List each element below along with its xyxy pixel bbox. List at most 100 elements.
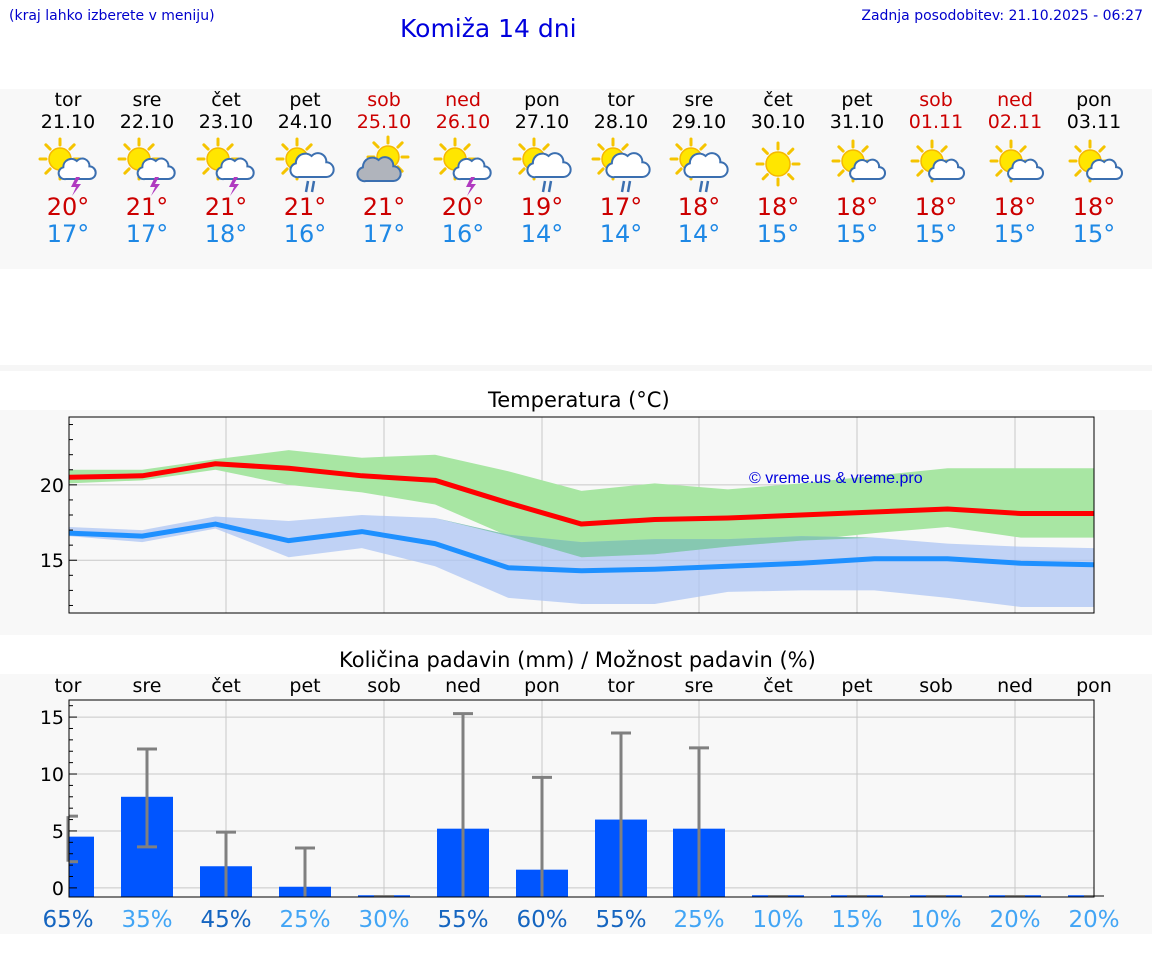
forecast-day: čet 30.10 18° 15° xyxy=(739,89,817,248)
rain-bar xyxy=(69,836,94,897)
temp-max: 18° xyxy=(677,193,721,221)
probability-label: 55% xyxy=(437,907,488,933)
y-tick-label: 5 xyxy=(52,821,64,843)
day-date: 02.11 xyxy=(987,111,1043,133)
precipitation-chart: tor sre čet pet sob ned pon tor sre čet pet sob ned p… xyxy=(40,675,1120,933)
day-name: sre xyxy=(684,89,714,111)
temp-max: 18° xyxy=(835,193,879,221)
temp-min: 17° xyxy=(125,220,169,248)
plot-area xyxy=(69,700,1094,897)
day-date: 25.10 xyxy=(356,111,412,133)
day-name: sob xyxy=(919,89,953,111)
day-date: 26.10 xyxy=(435,111,491,133)
overlap-band xyxy=(69,515,1094,558)
day-name: čet xyxy=(211,89,241,111)
temp-max: 19° xyxy=(520,193,564,221)
probability-label: 55% xyxy=(595,907,646,933)
probability-label: 10% xyxy=(910,907,961,933)
probability-label: 25% xyxy=(673,907,724,933)
temp-min: 17° xyxy=(46,220,90,248)
temp-min: 17° xyxy=(362,220,406,248)
sun-cloud-rain-icon xyxy=(669,137,729,193)
forecast-day: sob 25.10 21° 17° xyxy=(345,89,423,248)
sun-cloud-rain-icon xyxy=(591,137,651,193)
forecast-day: ned 26.10 20° 16° xyxy=(424,89,502,248)
x-tick-label: pon xyxy=(1076,675,1112,697)
temp-max: 18° xyxy=(1072,193,1116,221)
x-tick-label: sre xyxy=(133,675,162,697)
x-tick-label: tor xyxy=(608,675,635,697)
day-date: 21.10 xyxy=(40,111,96,133)
x-tick-label: sob xyxy=(919,675,953,697)
forecast-day: pet 31.10 18° 15° xyxy=(818,89,896,248)
plot-frame xyxy=(68,699,1095,898)
sun-cloud-thunder-icon xyxy=(38,137,97,196)
day-date: 29.10 xyxy=(671,111,727,133)
day-name: pon xyxy=(524,89,560,111)
probability-label: 35% xyxy=(121,907,172,933)
x-tick-label: tor xyxy=(55,675,82,697)
day-date: 31.10 xyxy=(829,111,885,133)
day-date: 27.10 xyxy=(514,111,570,133)
x-tick-label: sre xyxy=(685,675,714,697)
day-date: 22.10 xyxy=(119,111,175,133)
day-name: tor xyxy=(54,89,82,111)
forecast-day: tor 28.10 17° 14° xyxy=(582,89,660,248)
forecast-day: pet 24.10 21° 16° xyxy=(266,89,344,248)
x-tick-label: čet xyxy=(763,675,793,697)
day-date: 01.11 xyxy=(908,111,964,133)
x-tick-label: pet xyxy=(289,675,320,697)
last-update: Zadnja posodobitev: 21.10.2025 - 06:27 xyxy=(861,8,1143,24)
x-tick-label: ned xyxy=(997,675,1033,697)
day-name: tor xyxy=(607,89,635,111)
temperature-chart-title: Temperatura (°C) xyxy=(488,388,670,412)
max-temp-band xyxy=(69,450,1094,558)
watermark: © vreme.us & vreme.pro xyxy=(749,470,923,487)
probability-label: 30% xyxy=(358,907,409,933)
day-date: 23.10 xyxy=(198,111,254,133)
x-tick-label: pon xyxy=(524,675,560,697)
day-date: 03.11 xyxy=(1066,111,1122,133)
day-name: pon xyxy=(1076,89,1112,111)
sun-icon xyxy=(755,141,801,187)
probability-label: 15% xyxy=(831,907,882,933)
forecast-day: sob 01.11 18° 15° xyxy=(897,89,975,248)
day-name: sre xyxy=(132,89,162,111)
x-tick-label: pet xyxy=(841,675,872,697)
forecast-day: pon 03.11 18° 15° xyxy=(1055,89,1133,248)
temp-max: 21° xyxy=(125,193,169,221)
min-temp-line xyxy=(68,521,1095,574)
temperature-chart: 15 20 © vreme.us & vreme.pro xyxy=(40,416,1095,614)
forecast-day: ned 02.11 18° 15° xyxy=(976,89,1054,248)
temp-max: 20° xyxy=(441,193,485,221)
precipitation-chart-title: Količina padavin (mm) / Možnost padavin … xyxy=(339,648,816,672)
forecast-day: sre 22.10 21° 17° xyxy=(108,89,186,248)
day-date: 24.10 xyxy=(277,111,333,133)
y-tick-label: 15 xyxy=(40,707,64,729)
temp-max: 17° xyxy=(599,193,643,221)
sun-small-cloud-icon xyxy=(1068,139,1124,183)
sun-small-cloud-icon xyxy=(831,139,887,183)
day-name: sob xyxy=(367,89,401,111)
x-tick-label: čet xyxy=(211,675,241,697)
temp-min: 15° xyxy=(756,220,800,248)
separator-band xyxy=(0,365,1152,371)
probability-label: 45% xyxy=(200,907,251,933)
temp-min: 15° xyxy=(993,220,1037,248)
probability-label: 60% xyxy=(516,907,567,933)
day-name: ned xyxy=(445,89,481,111)
sun-cloud-thunder-icon xyxy=(433,137,492,196)
y-tick-label: 20 xyxy=(40,475,64,497)
day-name: ned xyxy=(997,89,1033,111)
temp-max: 20° xyxy=(46,193,90,221)
sun-cloud-rain-icon xyxy=(275,137,335,193)
page-title: Komiža 14 dni xyxy=(400,14,577,43)
temp-min: 14° xyxy=(599,220,643,248)
day-name: pet xyxy=(289,89,321,111)
temp-min: 15° xyxy=(914,220,958,248)
temp-min: 18° xyxy=(204,220,248,248)
temp-max: 21° xyxy=(362,193,406,221)
temp-min: 14° xyxy=(520,220,564,248)
day-name: pet xyxy=(841,89,873,111)
forecast-day: pon 27.10 19° 14° xyxy=(503,89,581,248)
